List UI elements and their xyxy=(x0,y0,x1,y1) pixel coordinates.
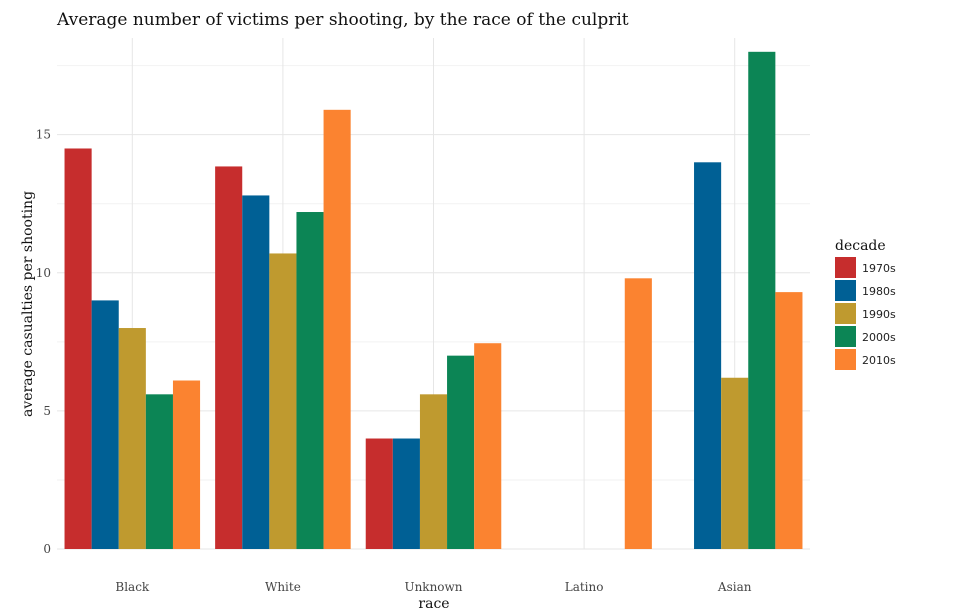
legend-label-1990s: 1990s xyxy=(862,308,896,321)
y-axis-label: average casualties per shooting xyxy=(20,191,36,417)
bar-unknown-2010s xyxy=(474,343,502,549)
legend-swatch-2000s xyxy=(835,326,856,347)
y-tick-label: 15 xyxy=(36,128,51,142)
legend-title: decade xyxy=(835,238,886,254)
x-tick-label: Unknown xyxy=(404,580,462,594)
x-tick-label: Black xyxy=(115,580,150,594)
legend-label-2000s: 2000s xyxy=(862,331,896,344)
legend-label-2010s: 2010s xyxy=(862,354,896,367)
y-tick-labels: 0 5 10 15 xyxy=(36,128,51,556)
x-tick-label: White xyxy=(265,580,301,594)
legend-swatch-1990s xyxy=(835,303,856,324)
y-tick-label: 5 xyxy=(43,404,51,418)
bar-asian-1980s xyxy=(694,162,722,549)
bar-unknown-1990s xyxy=(419,394,448,549)
bar-asian-1990s xyxy=(721,377,749,549)
bar-unknown-1980s xyxy=(392,438,420,549)
bar-white-1980s xyxy=(242,195,270,549)
x-axis-label: race xyxy=(418,596,449,612)
bar-white-1990s xyxy=(269,253,297,549)
bar-unknown-2000s xyxy=(447,355,475,549)
x-tick-label: Asian xyxy=(717,580,752,594)
bar-black-1990s xyxy=(118,328,146,549)
bar-unknown-1970s xyxy=(365,438,393,549)
y-tick-label: 0 xyxy=(43,542,51,556)
bar-white-2000s xyxy=(296,212,324,549)
x-tick-label: Latino xyxy=(565,580,604,594)
legend: decade 1970s 1980s 1990s 2000s 2010s xyxy=(835,238,896,370)
legend-label-1980s: 1980s xyxy=(862,285,896,298)
bar-black-2010s xyxy=(172,380,201,549)
legend-swatch-2010s xyxy=(835,349,856,370)
bar-latino-2010s xyxy=(624,278,652,549)
bar-white-1970s xyxy=(215,166,243,549)
bar-white-2010s xyxy=(323,109,351,549)
bar-black-1970s xyxy=(64,148,92,549)
legend-label-1970s: 1970s xyxy=(862,262,896,275)
chart-title: Average number of victims per shooting, … xyxy=(56,10,629,30)
bar-black-2000s xyxy=(145,394,173,549)
bar-black-1980s xyxy=(91,300,119,549)
x-tick-labels: Black White Unknown Latino Asian xyxy=(115,580,751,594)
bar-asian-2000s xyxy=(748,51,776,549)
legend-swatch-1970s xyxy=(835,257,856,278)
y-tick-label: 10 xyxy=(36,266,51,280)
bars xyxy=(64,51,803,549)
legend-swatch-1980s xyxy=(835,280,856,301)
bar-asian-2010s xyxy=(775,292,803,549)
